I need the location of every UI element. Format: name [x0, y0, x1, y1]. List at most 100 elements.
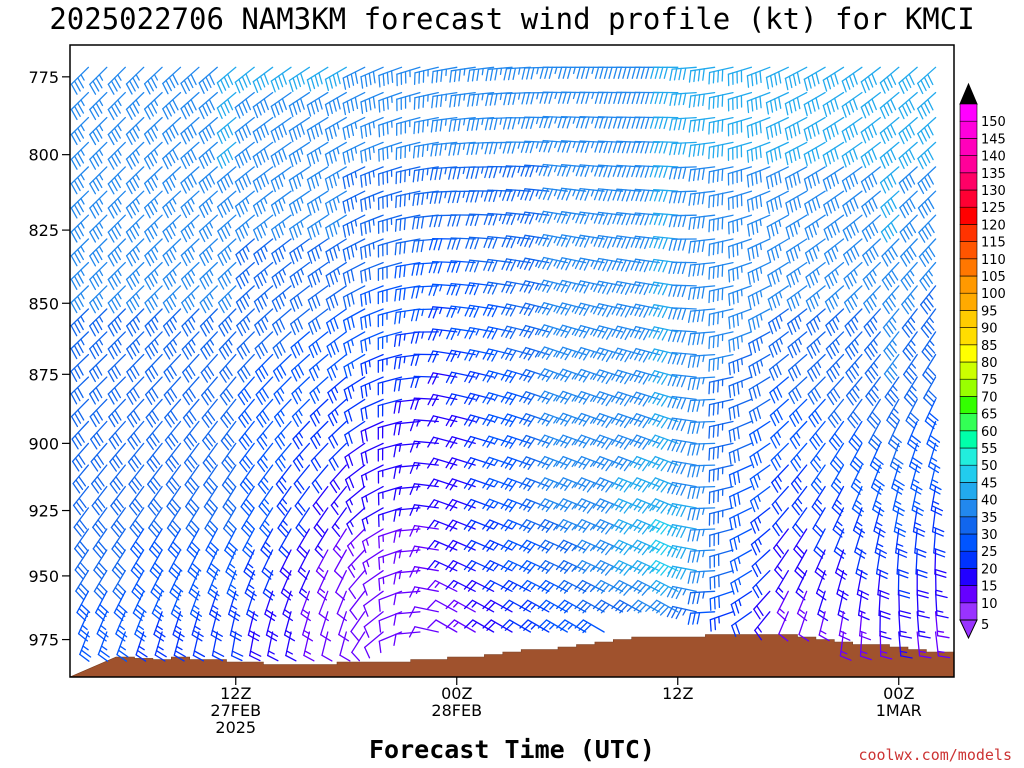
wind-barb: [727, 141, 753, 162]
wind-barb: [594, 91, 624, 105]
wind-barb: [342, 190, 366, 214]
wind-barb: [270, 141, 292, 168]
wind-barb: [825, 308, 845, 337]
colorbar-swatch: [959, 533, 978, 552]
wind-barb: [556, 279, 587, 294]
wind-barb: [307, 214, 329, 240]
wind-barb: [126, 331, 145, 360]
wind-barb: [126, 353, 145, 383]
colorbar-label: 15: [981, 580, 998, 595]
wind-barb: [311, 464, 329, 494]
wind-barb: [125, 214, 145, 243]
wind-barb: [445, 436, 476, 449]
wind-barb: [537, 346, 568, 360]
wind-barb: [482, 619, 513, 633]
colorbar-swatch: [959, 310, 978, 328]
wind-barb: [393, 549, 421, 564]
wind-barb: [271, 285, 292, 313]
wind-barb: [667, 395, 697, 410]
wind-barb: [74, 549, 90, 580]
wind-barb: [234, 166, 255, 193]
wind-barb: [796, 590, 808, 622]
wind-barb: [267, 631, 279, 662]
wind-barb: [235, 214, 255, 242]
wind-barb: [252, 91, 274, 119]
wind-barb: [216, 116, 237, 145]
wind-barb: [128, 485, 145, 516]
wind-barb: [537, 599, 568, 613]
wind-barb: [130, 528, 145, 559]
wind-barb: [899, 190, 918, 219]
wind-barb: [230, 631, 244, 662]
wind-barb: [271, 214, 292, 241]
wind-barb: [89, 214, 108, 243]
wind-barb: [630, 212, 660, 226]
colorbar-swatch: [959, 361, 978, 380]
wind-barb: [127, 420, 145, 450]
x-tick-label: 12Z: [220, 684, 251, 703]
wind-barb: [502, 188, 532, 202]
wind-barb: [342, 91, 366, 116]
wind-barb: [810, 464, 826, 495]
y-tick-label: 825: [28, 221, 59, 240]
wind-barb: [182, 398, 200, 428]
wind-barb: [360, 376, 384, 399]
wind-barb: [708, 190, 734, 209]
wind-barb: [708, 261, 734, 280]
wind-barb: [134, 611, 147, 642]
wind-barb: [709, 549, 734, 569]
wind-barb: [519, 539, 550, 554]
wind-barb: [851, 485, 864, 517]
wind-barb: [787, 353, 808, 382]
wind-barb: [252, 141, 274, 168]
wind-barb: [111, 528, 126, 559]
wind-barb: [862, 261, 881, 291]
wind-barb: [216, 166, 237, 194]
wind-barb: [647, 455, 679, 472]
wind-barb: [378, 528, 403, 549]
wind-barb: [300, 590, 311, 622]
wind-barb: [394, 261, 421, 279]
wind-barb: [500, 560, 532, 572]
wind-barb: [325, 285, 347, 311]
wind-barb: [219, 353, 237, 383]
wind-barb: [393, 464, 421, 480]
colorbar-label: 90: [981, 322, 998, 337]
wind-barb: [882, 285, 900, 315]
wind-barb: [112, 570, 127, 601]
wind-barb: [89, 285, 108, 314]
wind-barb: [574, 560, 605, 574]
wind-barb: [611, 303, 642, 318]
wind-barb: [668, 261, 697, 275]
wind-barb: [234, 141, 255, 169]
wind-barb: [843, 285, 863, 314]
wind-barb: [445, 371, 476, 384]
colorbar-label: 110: [981, 253, 1006, 268]
wind-barb: [923, 376, 937, 407]
wind-barb: [324, 66, 347, 92]
wind-barb: [687, 507, 716, 521]
wind-barb: [144, 331, 163, 360]
wind-barb: [869, 442, 884, 474]
wind-barb: [259, 507, 274, 538]
wind-barb: [110, 507, 126, 537]
wind-barb: [519, 599, 550, 613]
wind-barb: [107, 214, 126, 243]
wind-barb: [184, 464, 200, 495]
wind-barb: [788, 376, 808, 405]
wind-barb: [427, 436, 458, 448]
wind-barb: [928, 442, 941, 474]
wind-barb: [207, 570, 220, 601]
wind-barb: [501, 212, 532, 226]
wind-barb: [257, 442, 274, 473]
wind-barb: [649, 212, 679, 226]
wind-barb: [410, 375, 439, 389]
wind-barb: [180, 116, 200, 145]
wind-barb: [445, 414, 476, 428]
wind-barb: [467, 66, 495, 83]
wind-barb: [934, 590, 949, 619]
wind-barb: [310, 442, 329, 472]
wind-barb: [859, 631, 872, 661]
wind-barb: [746, 166, 771, 188]
wind-barb: [144, 238, 163, 267]
